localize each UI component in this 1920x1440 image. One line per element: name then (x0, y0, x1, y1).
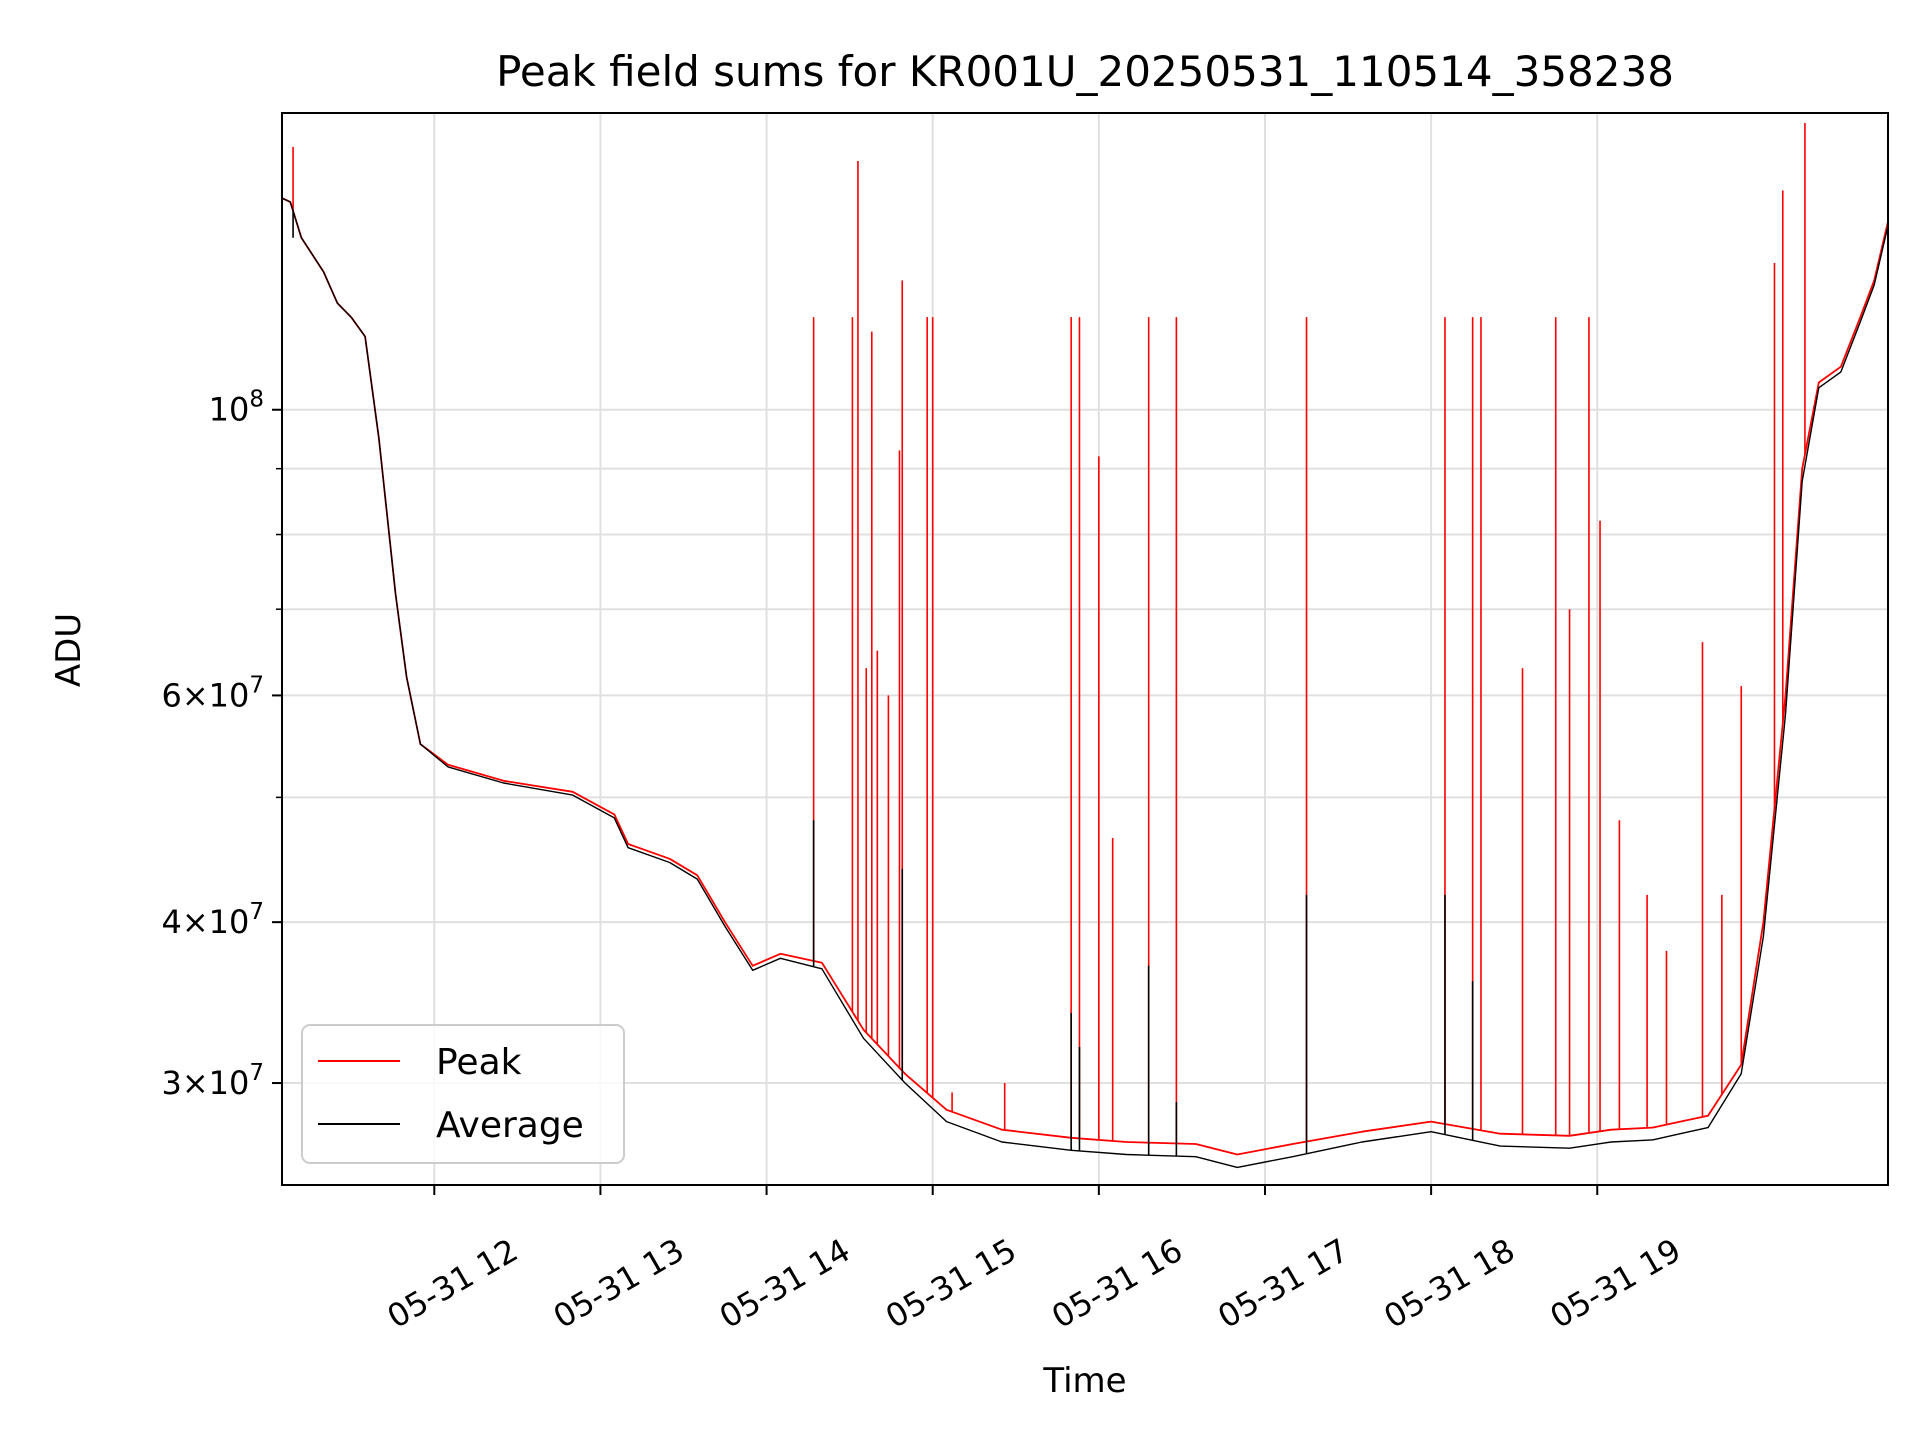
legend: Peak Average (301, 1024, 625, 1164)
legend-label-peak: Peak (436, 1042, 522, 1083)
y-tick-label: 4×107 (161, 899, 264, 941)
y-tick-base: 3×10 (161, 1064, 249, 1102)
series-line-average (281, 197, 1889, 1169)
y-tick-exponent: 7 (249, 899, 264, 925)
y-tick-exponent: 7 (249, 1060, 264, 1086)
y-tick-exponent: 8 (249, 387, 264, 413)
y-tick-label: 6×107 (161, 672, 264, 714)
plot-area (281, 122, 1889, 1169)
plot-frame (281, 112, 1889, 1186)
y-tick-exponent: 7 (249, 672, 264, 698)
chart-title: Peak field sums for KR001U_20250531_1105… (496, 47, 1674, 96)
y-tick-label: 108 (209, 387, 264, 429)
y-tick-base: 6×10 (161, 676, 249, 714)
legend-box (301, 1024, 625, 1164)
x-axis-label: Time (1042, 1361, 1126, 1401)
y-axis-label: ADU (49, 613, 89, 687)
y-tick-label: 3×107 (161, 1060, 264, 1102)
y-tick-base: 4×10 (161, 903, 249, 941)
legend-label-average: Average (436, 1105, 584, 1146)
